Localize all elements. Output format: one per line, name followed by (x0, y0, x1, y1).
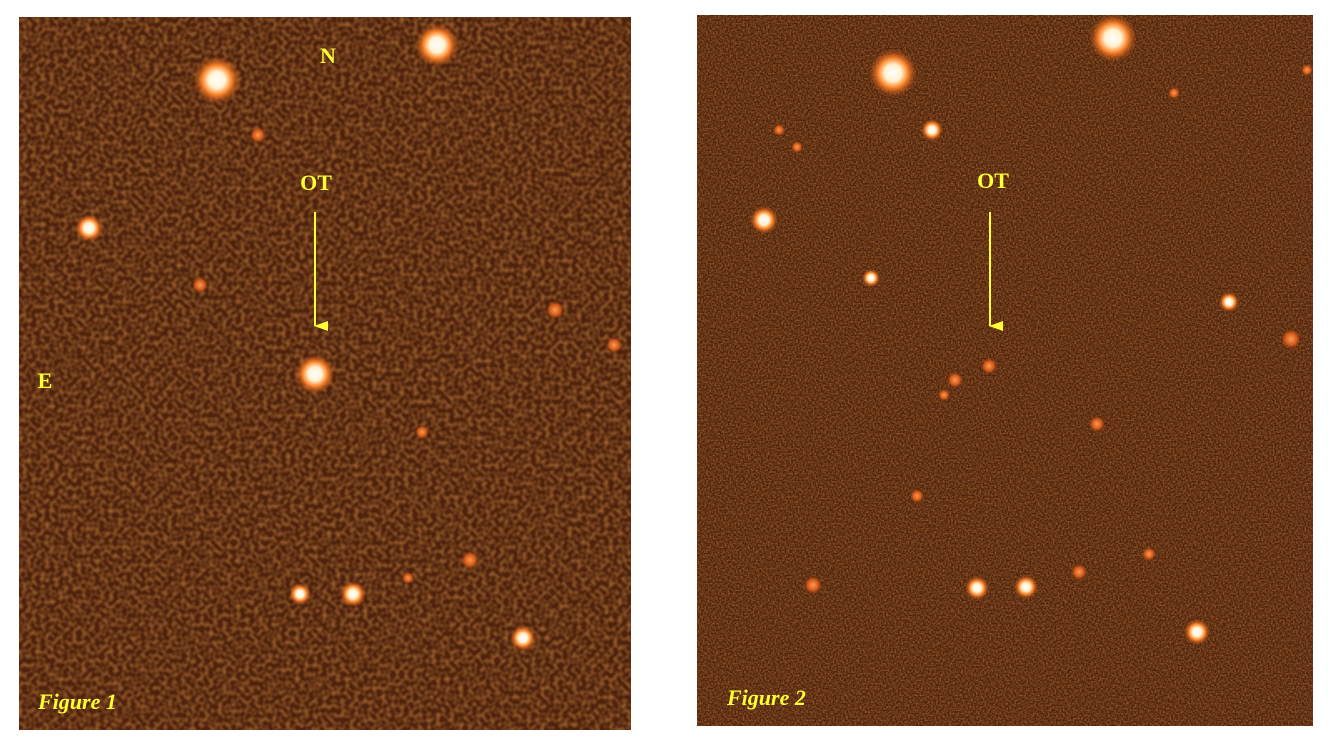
star (1184, 619, 1210, 645)
star (1219, 292, 1239, 312)
star (804, 576, 822, 594)
star (192, 277, 208, 293)
star (606, 337, 622, 353)
star (921, 119, 943, 141)
star (1281, 329, 1301, 349)
north-label: N (320, 43, 336, 68)
star (295, 354, 335, 394)
east-label: E (38, 368, 53, 393)
panel-2: OT Figure 2 (697, 14, 1313, 726)
target-label: OT (977, 168, 1009, 193)
star (1089, 416, 1105, 432)
star (965, 576, 989, 600)
star (938, 389, 950, 401)
caption: Figure 2 (726, 685, 806, 710)
star (1071, 564, 1087, 580)
star (461, 551, 479, 569)
star (193, 56, 241, 104)
star (750, 206, 778, 234)
star (289, 583, 311, 605)
star (791, 141, 803, 153)
star (1142, 547, 1156, 561)
star (75, 214, 103, 242)
star (250, 127, 266, 143)
star (910, 489, 924, 503)
star (1301, 64, 1313, 76)
star (510, 625, 536, 651)
star (402, 572, 414, 584)
panel-1: N OT E Figure 1 (19, 17, 631, 730)
star (1089, 14, 1137, 62)
stars (75, 23, 622, 651)
star (1014, 575, 1038, 599)
target-label: OT (300, 170, 332, 195)
caption: Figure 1 (37, 689, 117, 714)
sky-noise (697, 15, 1313, 726)
star (415, 23, 459, 67)
star (773, 124, 785, 136)
star (415, 425, 429, 439)
star (1168, 87, 1180, 99)
star (869, 49, 917, 97)
star (546, 301, 564, 319)
star (981, 358, 997, 374)
star (947, 372, 963, 388)
star (862, 269, 880, 287)
stars (750, 14, 1313, 645)
star (340, 581, 366, 607)
